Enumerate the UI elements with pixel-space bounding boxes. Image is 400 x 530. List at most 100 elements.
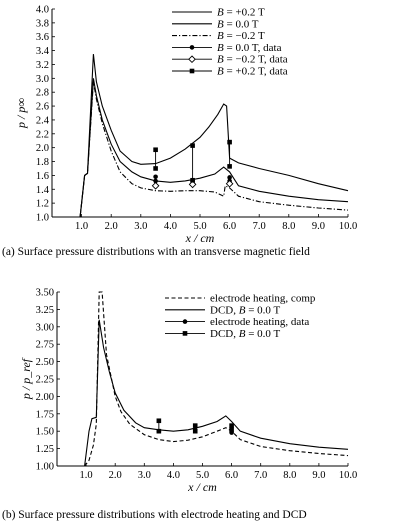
y-tick-label: 2.8: [36, 88, 49, 99]
y-tick-label: 1.75: [36, 409, 54, 420]
legend-label-part: = 0.0 T: [245, 304, 280, 316]
y-tick-label: 3.2: [36, 60, 49, 71]
y-tick-label: 2.2: [36, 129, 49, 140]
legend-label-part: DCD,: [210, 328, 239, 340]
data-point: [188, 180, 197, 189]
x-tick-label: 9.0: [312, 470, 325, 481]
legend-label-part: B: [217, 7, 224, 19]
y-axis-label: p / p∞: [14, 98, 28, 129]
y-tick-label: 1.6: [36, 171, 49, 182]
y-tick-label: 3.00: [36, 322, 54, 333]
legend-label-part: = +0.2 T, data: [224, 66, 288, 78]
data-point: [153, 174, 158, 180]
x-tick-label: 6.0: [225, 470, 238, 481]
figure-caption: (b) Surface pressure distributions with …: [2, 509, 307, 521]
legend-label-part: B: [217, 30, 224, 42]
y-axis-label: p / p_ref: [19, 357, 33, 400]
legend-label-part: electrode heating, comp: [210, 293, 316, 305]
legend-label-part: = −0.2 T: [224, 30, 265, 42]
y-tick-label: 3.25: [36, 305, 54, 316]
legend-label-part: B: [217, 66, 224, 78]
legend-label-part: = 0.0 T: [245, 328, 280, 340]
data-point: [190, 177, 195, 183]
x-tick-label: 4.0: [167, 470, 180, 481]
legend-label: B = +0.2 T, data: [217, 66, 288, 78]
legend-label-part: = −0.2 T, data: [224, 54, 288, 66]
data-point: [151, 181, 160, 190]
y-tick-label: 2.6: [36, 102, 49, 113]
legend-label-part: B: [217, 42, 224, 54]
data-point: [153, 147, 158, 153]
legend-label: B = −0.2 T, data: [217, 54, 288, 66]
data-point: [229, 423, 234, 428]
y-tick-label: 2.75: [36, 340, 54, 351]
x-tick-label: 7.0: [253, 221, 266, 232]
data-point: [153, 178, 158, 184]
x-axis-label: x / cm: [187, 480, 217, 494]
x-tick-label: 1.0: [80, 470, 93, 481]
legend-marker: [182, 319, 188, 324]
legend-label: B = +0.2 T: [217, 7, 265, 19]
legend-marker: [189, 45, 195, 50]
legend-label: DCD, B = 0.0 T: [210, 304, 280, 316]
legend-marker: [188, 55, 196, 64]
y-tick-label: 1.00: [36, 462, 54, 473]
x-tick-label: 3.0: [134, 221, 147, 232]
chart-panel-a: 1.0 1.2 1.4 1.6 1.8 2.0 2.2 2.4 2.6 2.8 3.0 3.2 3.4 3…: [2, 5, 357, 259]
data-point: [227, 164, 232, 169]
data-point: [192, 423, 198, 428]
series-line: [79, 54, 349, 218]
legend-label-part: electrode heating, data: [210, 316, 309, 328]
legend-label: B = 0.0 T, data: [217, 42, 282, 54]
x-tick-label: 5.0: [193, 221, 206, 232]
x-tick-label: 9.0: [312, 221, 325, 232]
data-point: [229, 427, 234, 433]
data-point: [225, 179, 234, 188]
legend-label-part: = 0.0 T, data: [224, 42, 282, 54]
data-point: [227, 175, 232, 180]
data-point: [190, 143, 195, 148]
x-tick-label: 2.0: [105, 221, 118, 232]
legend-label-part: B: [217, 18, 224, 30]
y-tick-label: 2.4: [36, 115, 50, 126]
series-line: [79, 81, 349, 218]
x-tick-label: 2.0: [109, 470, 122, 481]
y-tick-label: 3.6: [36, 32, 49, 43]
y-tick-label: 2.25: [36, 375, 54, 386]
x-axis-label: x / cm: [185, 231, 215, 245]
data-point: [192, 428, 198, 434]
y-tick-label: 1.0: [36, 213, 49, 224]
legend-marker: [189, 68, 195, 74]
y-tick-label: 1.8: [36, 157, 49, 168]
y-tick-label: 3.50: [36, 288, 54, 299]
legend-label: B = −0.2 T: [217, 30, 265, 42]
legend-label: DCD, B = 0.0 T: [210, 328, 280, 340]
x-tick-label: 1.0: [75, 221, 88, 232]
x-tick-label: 6.0: [223, 221, 236, 232]
x-tick-label: 4.0: [164, 221, 177, 232]
series-line: [79, 78, 349, 218]
chart-panel-b: 1.00 1.25 1.50 1.75 2.00 2.25 2.50 2.75 3.00 3.25…: [2, 288, 357, 522]
legend-label-part: = 0.0 T: [224, 18, 259, 30]
figure-caption: (a) Surface pressure distributions with …: [2, 246, 310, 258]
y-tick-label: 4.0: [36, 5, 49, 16]
x-tick-label: 8.0: [283, 470, 296, 481]
legend-label-part: B: [239, 304, 246, 316]
legend-label: B = 0.0 T: [217, 18, 259, 30]
y-tick-label: 1.4: [36, 185, 50, 196]
legend-label-part: B: [217, 54, 224, 66]
y-tick-label: 2.0: [36, 143, 49, 154]
x-tick-label: 10.0: [339, 470, 357, 481]
legend-label-part: = +0.2 T: [224, 7, 265, 19]
y-tick-label: 1.25: [36, 444, 54, 455]
series-line: [84, 319, 349, 467]
data-point: [156, 428, 162, 434]
legend-label: electrode heating, comp: [210, 293, 316, 305]
y-tick-label: 2.00: [36, 392, 54, 403]
x-tick-label: 5.0: [196, 470, 209, 481]
data-point: [153, 166, 158, 171]
y-tick-label: 3.8: [36, 18, 49, 29]
y-tick-label: 1.50: [36, 427, 54, 438]
data-point: [227, 139, 232, 145]
